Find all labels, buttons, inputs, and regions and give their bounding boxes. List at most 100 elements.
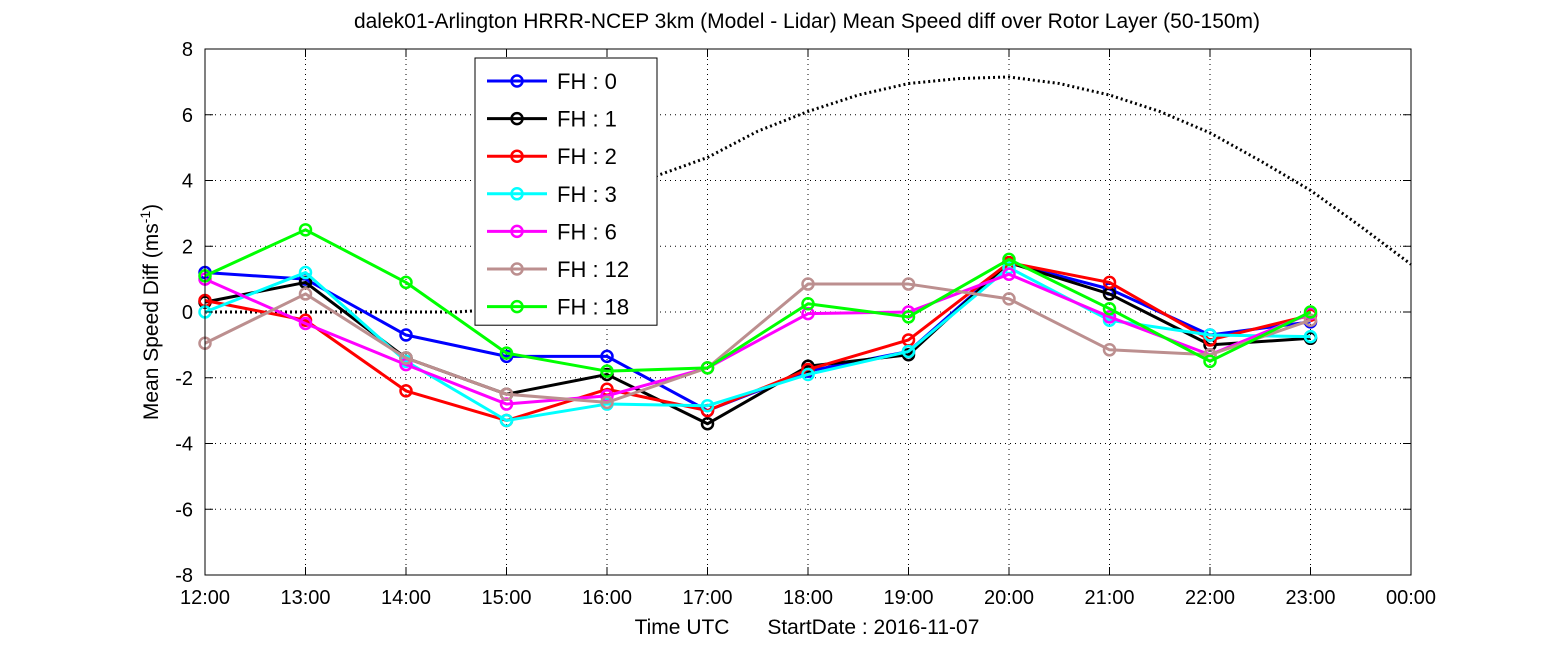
- chart-title: dalek01-Arlington HRRR-NCEP 3km (Model -…: [354, 10, 1260, 33]
- series-point: [1303, 305, 1318, 319]
- series-line: [204, 261, 1311, 426]
- series-point: [700, 417, 715, 431]
- series-point: [700, 398, 715, 413]
- series-point: [1303, 329, 1318, 344]
- series-point: [1002, 292, 1016, 306]
- legend-marker: [510, 149, 524, 163]
- series-point: [1303, 313, 1318, 327]
- x-tick-label: 23:00: [1285, 587, 1335, 609]
- legend-label: FH : 1: [557, 107, 617, 132]
- x-axis-ticks: 12:00 13:00 14:00 15:00 16:00 17:00 18:00 19:00…: [180, 49, 1436, 609]
- series-point: [399, 328, 413, 342]
- series-point: [298, 316, 313, 331]
- series-point: [399, 351, 413, 365]
- legend-marker: [510, 224, 524, 239]
- series-point: [499, 413, 514, 428]
- series-point: [499, 346, 514, 360]
- series-point: [901, 277, 916, 291]
- y-axis-label-text: Mean Speed Diff (ms: [140, 223, 163, 420]
- x-tick-label: 19:00: [883, 587, 933, 609]
- series-point: [1203, 328, 1217, 342]
- legend-item: FH : 3: [487, 182, 617, 207]
- series-point: [600, 349, 614, 364]
- x-tick-label: 22:00: [1185, 587, 1235, 609]
- series-point: [1102, 343, 1117, 357]
- series-point: [600, 395, 614, 410]
- y-tick-label: 0: [182, 302, 193, 324]
- series-point: [1102, 301, 1117, 316]
- series-6: [198, 223, 1318, 378]
- legend-marker: [510, 262, 524, 276]
- series-point: [298, 265, 313, 280]
- x-tick-label: 16:00: [582, 587, 632, 609]
- x-tick-label: 17:00: [682, 587, 732, 609]
- series-point: [1102, 310, 1117, 324]
- y-tick-label: 6: [182, 105, 193, 127]
- legend-marker: [510, 111, 524, 126]
- legend-marker: [510, 299, 524, 314]
- series-point: [399, 275, 413, 290]
- series-point: [801, 367, 815, 382]
- series-point: [1002, 267, 1016, 281]
- x-tick-label: 00:00: [1386, 587, 1436, 609]
- series-line: [204, 272, 1312, 406]
- x-tick-label: 14:00: [381, 587, 431, 609]
- legend-label: FH : 3: [557, 182, 617, 207]
- x-tick-label: 21:00: [1084, 587, 1134, 609]
- series-line: [204, 282, 1311, 404]
- series-point: [600, 364, 614, 378]
- series-line: [204, 266, 1311, 422]
- series-3: [198, 260, 1318, 428]
- legend-item: FH : 1: [487, 107, 617, 132]
- y-tick-label: 2: [182, 236, 193, 258]
- x-axis-label-startdate: StartDate : 2016-11-07: [767, 616, 979, 639]
- series-point: [298, 223, 313, 237]
- legend-label: FH : 6: [557, 219, 617, 244]
- series-point: [499, 387, 514, 401]
- legend-marker: [510, 74, 524, 88]
- x-tick-label: 15:00: [481, 587, 531, 609]
- series-point: [399, 384, 413, 398]
- x-tick-label: 18:00: [783, 587, 833, 609]
- reference-curve: [205, 75, 1412, 314]
- y-tick-label: -2: [175, 368, 193, 390]
- series-line: [204, 228, 1312, 373]
- legend-item: FH : 18: [487, 295, 629, 320]
- series-point: [1002, 252, 1016, 267]
- legend: FH : 0 FH : 1 FH : 2 FH : 3 FH : 6 FH : 12 FH …: [474, 57, 658, 326]
- legend-label: FH : 12: [557, 257, 629, 282]
- y-axis-label-close: ): [140, 204, 163, 211]
- y-tick-label: -6: [175, 499, 193, 521]
- y-tick-label: -4: [175, 434, 193, 456]
- y-axis-label: Mean Speed Diff (ms-1): [137, 204, 163, 420]
- legend-label: FH : 18: [557, 295, 629, 320]
- legend-label: FH : 2: [557, 144, 617, 169]
- series-point: [298, 287, 313, 301]
- legend-box: [474, 57, 658, 326]
- reference-curve-line: [205, 75, 1412, 314]
- x-tick-label: 12:00: [180, 587, 230, 609]
- series-1: [198, 255, 1318, 431]
- series-4: [198, 267, 1318, 411]
- legend-marker: [510, 187, 524, 201]
- x-tick-label: 20:00: [984, 587, 1034, 609]
- legend-label: FH : 0: [557, 69, 617, 94]
- series-group: [198, 223, 1318, 431]
- x-axis-label: Time UTC StartDate : 2016-11-07: [635, 616, 980, 639]
- y-tick-label: 4: [182, 171, 193, 193]
- legend-item: FH : 0: [487, 69, 617, 94]
- series-point: [801, 277, 815, 291]
- y-axis-ticks: -8 -6 -4 -2 0 2 4 6 8: [175, 39, 1411, 587]
- x-tick-label: 13:00: [280, 587, 330, 609]
- series-point: [1102, 275, 1117, 290]
- legend-item: FH : 12: [487, 257, 629, 282]
- series-point: [901, 344, 916, 359]
- y-axis-label-superscript: -1: [137, 211, 153, 224]
- y-tick-label: -8: [175, 565, 193, 587]
- legend-item: FH : 2: [487, 144, 617, 169]
- series-point: [901, 310, 916, 324]
- y-tick-label: 8: [182, 39, 193, 61]
- series-point: [1203, 354, 1217, 369]
- x-axis-label-time: Time UTC: [635, 616, 730, 639]
